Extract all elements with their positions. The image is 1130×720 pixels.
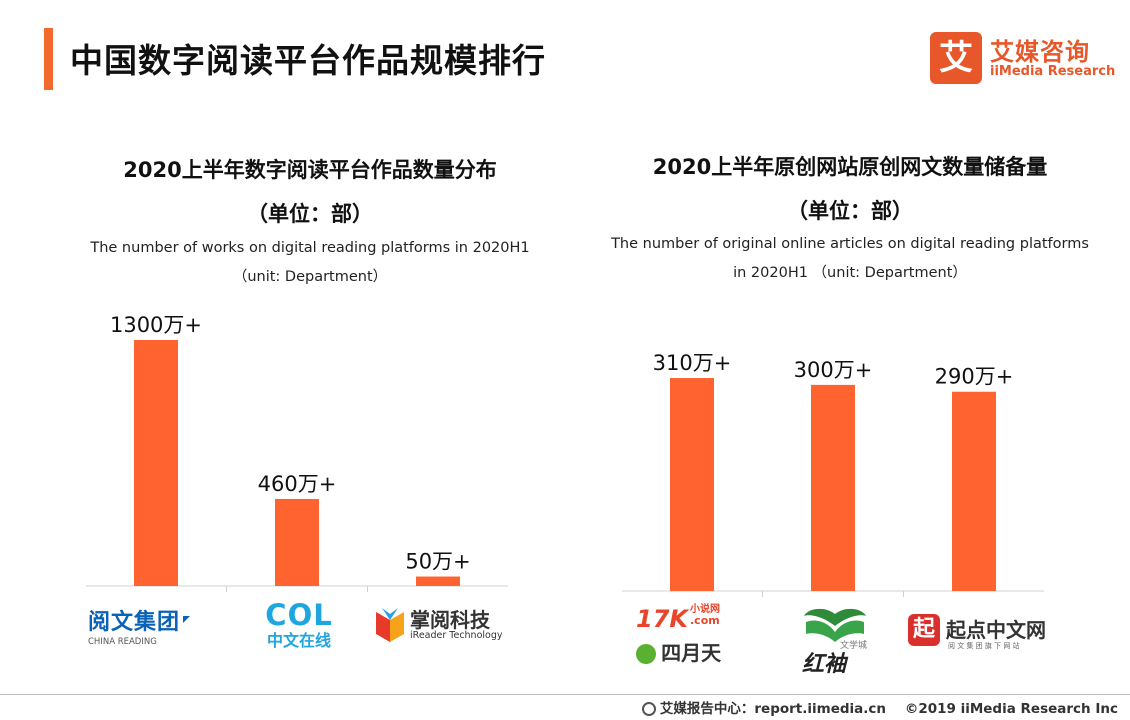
left-chart-unit: （单位：部） [247,202,373,226]
chart-0-data-label-1: 460万+ [258,472,337,496]
zhangyue-book-icon [376,608,404,642]
yuewen-logo-cn: 阅文集团 [88,610,181,635]
right-subtitle-line-1: The number of original online articles o… [611,236,1089,252]
17k-logo-text: 17K [636,605,688,633]
left-subtitle-line-2: （unit: Department） [232,269,388,285]
hongxiu-logo: 文学城 红袖 [796,604,876,677]
zhangyue-logo-cn: 掌阅科技 [410,608,490,632]
footer-divider [0,694,1130,695]
iimedia-logo: 艾 艾媒咨询 iiMedia Research [930,32,1115,84]
zhangyue-logo: 掌阅科技 iReader Technology [374,604,504,648]
left-chart-title: 2020上半年数字阅读平台作品数量分布 [123,158,497,182]
hongxiu-logo-sub: 文学城 [840,641,868,651]
right-chart-subtitle-en: The number of original online articles o… [580,230,1120,288]
chart-1-bar-0 [670,378,714,591]
chart-0-data-label-0: 1300万+ [110,313,202,337]
logo-mark: 艾 [930,32,982,84]
chart-0-bar-2 [416,576,460,586]
chart-1-data-label-0: 310万+ [653,351,732,375]
qidian-logo-mark: 起 [908,614,940,646]
left-subtitle-line-1: The number of works on digital reading p… [90,240,530,256]
col-logo-cn: 中文在线 [266,631,331,650]
17k-siyuetian-logo: 17K 小说网 .com 四月天 [636,604,746,670]
zhangyue-logo-en: iReader Technology [410,630,503,641]
chart-1-bar-2 [952,391,996,591]
col-logo-en: COL [265,598,333,632]
right-chart-title: 2020上半年原创网站原创网文数量储备量 [652,155,1048,179]
qidian-logo-sub: 阅 文 集 团 旗 下 网 站 [948,642,1020,650]
yuewen-logo: 阅文集团 CHINA READING [88,604,218,648]
chart-1-data-label-2: 290万+ [935,365,1014,389]
left-chart-subtitle-en: The number of works on digital reading p… [40,234,580,292]
chart-1-data-label-1: 300万+ [794,358,873,382]
yuewen-flag-icon [183,616,191,623]
footer: 艾媒报告中心：report.iimedia.cn ©2019 iiMedia R… [641,697,1118,717]
hongxiu-book-icon [804,608,866,642]
col-logo: COL 中文在线 [254,600,344,656]
chart-0-data-label-2: 50万+ [405,550,470,574]
right-subtitle-line-2: in 2020H1 （unit: Department） [733,265,967,281]
qidian-logo-cn: 起点中文网 [946,618,1046,642]
globe-icon [641,702,656,716]
yuewen-logo-en: CHINA READING [88,637,157,647]
chart-0-bar-1 [275,498,319,586]
17k-logo-sub: 小说网 [690,604,720,615]
clover-icon [636,644,656,664]
footer-copyright: ©2019 iiMedia Research Inc [904,701,1118,717]
logo-cn-text: 艾媒咨询 [990,38,1090,66]
siyuetian-logo-text: 四月天 [661,641,722,665]
title-accent-bar [44,28,53,90]
right-chart-unit: （单位：部） [787,199,913,223]
chart-0-bar-0 [134,340,178,586]
footer-source: 艾媒报告中心：report.iimedia.cn [659,701,886,717]
hongxiu-logo-mark: 红袖 [802,652,847,677]
page-title: 中国数字阅读平台作品规模排行 [70,41,546,80]
logo-en-text: iiMedia Research [990,64,1116,79]
17k-logo-domain: .com [690,614,720,627]
chart-1-bar-1 [811,384,855,591]
qidian-logo: 起 起点中文网 阅 文 集 团 旗 下 网 站 [908,614,1058,658]
